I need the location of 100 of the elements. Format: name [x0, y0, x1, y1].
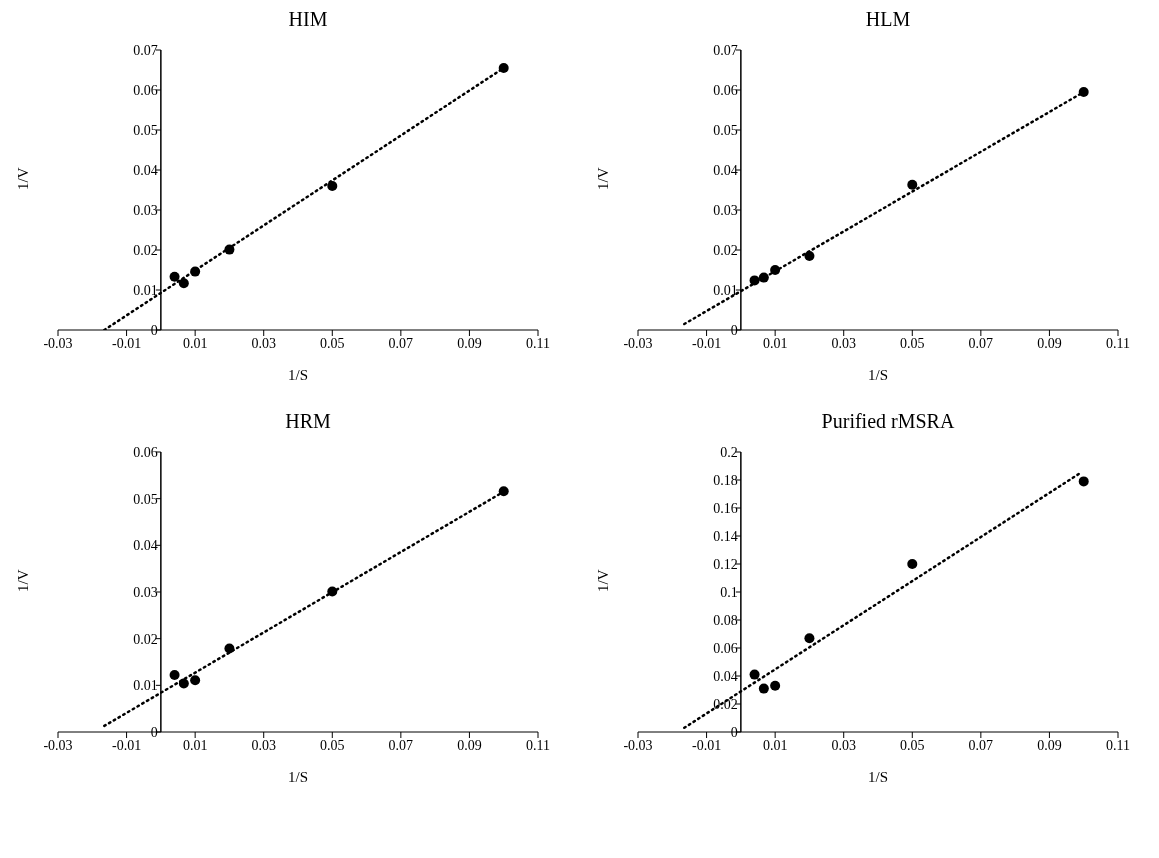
point — [169, 271, 180, 282]
point — [190, 675, 201, 686]
y-tick-label: 0.06 — [713, 83, 738, 98]
y-tick-label: 0.06 — [133, 445, 158, 460]
x-tick-label: -0.01 — [111, 737, 142, 753]
chart-title: HIM — [287, 8, 329, 32]
y-tick-label: 0.12 — [713, 557, 738, 572]
y-tick-label: 0.01 — [713, 283, 738, 298]
y-axis-title: 1/V — [595, 569, 612, 592]
x-tick-label: -0.03 — [43, 737, 73, 753]
x-tick-label: 0.01 — [182, 335, 208, 351]
point — [804, 633, 815, 644]
y-tick-label: 0.1 — [720, 585, 738, 600]
point — [770, 680, 781, 691]
point — [907, 179, 918, 190]
x-axis-title: 1/S — [867, 769, 889, 785]
x-axis-title: 1/S — [867, 367, 889, 383]
point — [758, 683, 769, 694]
x-tick-label: 0.01 — [762, 335, 788, 351]
y-tick-label: 0 — [150, 323, 158, 338]
y-tick-label: 0.06 — [133, 83, 158, 98]
point — [327, 586, 338, 597]
point — [758, 272, 769, 283]
y-tick-label: 0 — [730, 725, 738, 740]
y-axis-title: 1/V — [595, 167, 612, 190]
point — [749, 669, 760, 680]
y-tick-label: 0.02 — [133, 243, 158, 258]
y-tick-label: 0.05 — [133, 491, 158, 507]
y-tick-label: 0.08 — [713, 613, 738, 628]
x-tick-label: 0.07 — [388, 335, 414, 351]
y-tick-label: 0.02 — [133, 631, 158, 647]
y-tick-label: 0.04 — [133, 538, 158, 554]
point — [190, 266, 201, 277]
x-tick-label: 0.07 — [968, 335, 994, 351]
point — [178, 278, 189, 289]
point — [224, 244, 235, 255]
y-tick-label: 0.04 — [713, 163, 738, 178]
point — [169, 670, 180, 681]
y-tick-label: 0 — [730, 323, 738, 338]
x-tick-label: 0.03 — [831, 737, 856, 753]
x-tick-label: 0.05 — [320, 335, 345, 351]
x-tick-label: 0.03 — [831, 335, 856, 351]
x-tick-label: 0.11 — [1106, 737, 1130, 753]
y-tick-label: 0.02 — [713, 243, 738, 258]
point — [327, 181, 338, 191]
y-tick-label: 0.05 — [133, 123, 158, 138]
point — [907, 559, 918, 569]
x-tick-label: 0.09 — [457, 737, 482, 753]
x-tick-label: -0.01 — [111, 335, 142, 351]
y-tick-label: 0.03 — [133, 203, 158, 218]
y-tick-label: 0.05 — [713, 123, 738, 138]
point — [498, 486, 509, 497]
x-tick-label: 0.03 — [251, 335, 276, 351]
point — [1078, 476, 1089, 487]
point — [749, 275, 760, 286]
y-tick-label: 0.01 — [133, 678, 158, 694]
x-tick-label: -0.01 — [691, 737, 722, 753]
x-tick-label: 0.01 — [182, 737, 208, 753]
x-tick-label: 0.05 — [900, 737, 925, 753]
y-tick-label: 0.04 — [133, 163, 158, 178]
x-tick-label: -0.03 — [623, 737, 653, 753]
x-tick-label: 0.05 — [320, 737, 345, 753]
point — [224, 643, 235, 654]
x-tick-label: -0.03 — [43, 335, 73, 351]
point — [804, 251, 815, 261]
x-tick-label: 0.05 — [900, 335, 925, 351]
chart-title: HLM — [864, 8, 912, 32]
point — [178, 678, 189, 689]
x-tick-label: 0.11 — [526, 737, 550, 753]
chart-title: HRM — [284, 410, 332, 434]
x-tick-label: 0.07 — [968, 737, 994, 753]
chart-title: Purified rMSRA — [820, 410, 956, 434]
x-tick-label: 0.01 — [762, 737, 788, 753]
x-tick-label: 0.11 — [526, 335, 550, 351]
x-tick-label: 0.09 — [1037, 737, 1062, 753]
y-tick-label: 0.03 — [133, 585, 158, 600]
point — [770, 265, 781, 275]
x-tick-label: -0.01 — [691, 335, 722, 351]
y-axis-title: 1/V — [15, 569, 32, 592]
y-tick-label: 0.14 — [713, 529, 738, 544]
y-tick-label: 0.16 — [713, 501, 738, 516]
y-axis-title: 1/V — [15, 167, 32, 190]
point — [498, 63, 509, 73]
x-axis-title: 1/S — [287, 769, 309, 785]
y-tick-label: 0.18 — [713, 473, 738, 488]
y-tick-label: 0.06 — [713, 641, 738, 656]
x-tick-label: 0.03 — [251, 737, 276, 753]
x-axis-title: 1/S — [287, 367, 309, 383]
x-tick-label: -0.03 — [623, 335, 653, 351]
y-tick-label: 0.2 — [720, 445, 738, 460]
y-tick-label: 0.03 — [713, 203, 738, 218]
y-tick-label: 0 — [150, 725, 158, 740]
x-tick-label: 0.07 — [388, 737, 414, 753]
x-tick-label: 0.09 — [457, 335, 482, 351]
point — [1078, 87, 1089, 97]
x-tick-label: 0.11 — [1106, 335, 1130, 351]
y-tick-label: 0.01 — [133, 283, 158, 298]
x-tick-label: 0.09 — [1037, 335, 1062, 351]
y-tick-label: 0.07 — [133, 43, 158, 58]
y-tick-label: 0.07 — [713, 43, 738, 58]
